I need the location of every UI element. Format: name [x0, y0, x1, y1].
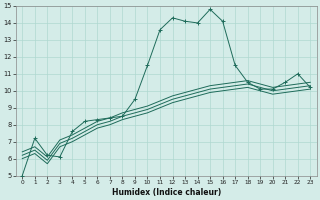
- X-axis label: Humidex (Indice chaleur): Humidex (Indice chaleur): [112, 188, 221, 197]
